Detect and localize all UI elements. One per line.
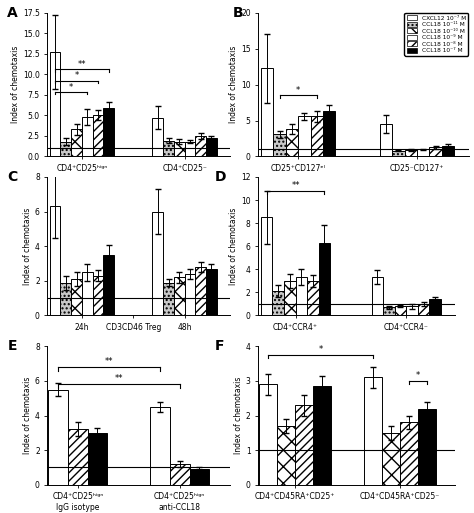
Bar <box>429 147 442 156</box>
Bar <box>103 108 114 156</box>
Bar <box>382 433 400 485</box>
Bar <box>298 116 310 156</box>
Bar <box>307 281 319 315</box>
Bar <box>380 124 392 156</box>
Bar <box>153 118 163 156</box>
Bar <box>153 212 163 315</box>
Bar <box>323 110 336 156</box>
Bar <box>429 300 441 315</box>
Bar <box>61 142 71 156</box>
Text: E: E <box>7 340 17 353</box>
Bar <box>163 283 174 315</box>
Bar <box>418 304 429 315</box>
Bar <box>442 146 454 156</box>
Bar <box>103 255 114 315</box>
Bar <box>364 378 382 485</box>
Bar <box>406 306 418 315</box>
Y-axis label: Index of chemotaxis: Index of chemotaxis <box>23 377 32 454</box>
Text: **: ** <box>78 60 86 69</box>
Y-axis label: Index of chemotaxis: Index of chemotaxis <box>11 46 20 123</box>
Bar <box>92 114 103 156</box>
Text: A: A <box>7 6 18 19</box>
Bar <box>405 150 417 156</box>
Bar <box>400 423 418 485</box>
Bar <box>310 116 323 156</box>
Bar <box>61 283 71 315</box>
Bar <box>259 384 277 485</box>
Y-axis label: Index of chemotaxis: Index of chemotaxis <box>23 208 32 285</box>
Bar <box>206 139 217 156</box>
Bar <box>383 307 395 315</box>
Bar <box>195 136 206 156</box>
Bar <box>82 272 92 315</box>
Bar <box>190 469 210 485</box>
Bar <box>92 275 103 315</box>
Bar <box>372 278 383 315</box>
Bar <box>50 206 61 315</box>
Bar <box>88 433 107 485</box>
Bar <box>82 117 92 156</box>
Bar <box>71 279 82 315</box>
Bar <box>163 141 174 156</box>
Bar <box>185 142 195 156</box>
Bar <box>295 278 307 315</box>
Bar <box>174 278 185 315</box>
Bar <box>395 306 406 315</box>
Bar <box>392 151 405 156</box>
Text: *: * <box>416 371 420 380</box>
Bar <box>261 218 273 315</box>
Bar <box>286 129 298 156</box>
Bar <box>273 291 284 315</box>
Text: F: F <box>215 340 225 353</box>
Text: *: * <box>69 83 73 92</box>
Text: **: ** <box>115 374 123 383</box>
Y-axis label: Index of chemotaxis: Index of chemotaxis <box>234 377 243 454</box>
Bar <box>261 68 273 156</box>
Text: *: * <box>319 345 323 354</box>
Bar <box>71 129 82 156</box>
Text: *: * <box>296 86 301 95</box>
Bar <box>185 274 195 315</box>
Bar <box>68 429 88 485</box>
Text: **: ** <box>292 181 300 190</box>
Bar <box>418 408 436 485</box>
Bar <box>48 389 68 485</box>
Text: C: C <box>7 170 18 184</box>
Bar <box>174 142 185 156</box>
Text: B: B <box>233 6 244 19</box>
Y-axis label: Index of chemotaxis: Index of chemotaxis <box>229 46 238 123</box>
Legend: CXCL12 10⁻⁷ M, CCL18 10⁻¹¹ M, CCL18 10⁻¹⁰ M, CCL18 10⁻⁹ M, CCL18 10⁻⁸ M, CCL18 1: CXCL12 10⁻⁷ M, CCL18 10⁻¹¹ M, CCL18 10⁻¹… <box>404 13 468 55</box>
Bar <box>319 243 330 315</box>
Bar <box>150 407 170 485</box>
Bar <box>170 464 190 485</box>
Bar <box>277 426 295 485</box>
Bar <box>295 405 313 485</box>
Bar <box>50 52 61 156</box>
Bar <box>284 281 295 315</box>
Bar <box>206 269 217 315</box>
Y-axis label: Index of chemotaxis: Index of chemotaxis <box>229 208 238 285</box>
Bar <box>417 149 429 156</box>
Bar <box>313 386 331 485</box>
Text: D: D <box>215 170 227 184</box>
Text: **: ** <box>105 357 113 366</box>
Bar <box>273 134 286 156</box>
Text: *: * <box>74 71 79 81</box>
Bar <box>195 267 206 315</box>
